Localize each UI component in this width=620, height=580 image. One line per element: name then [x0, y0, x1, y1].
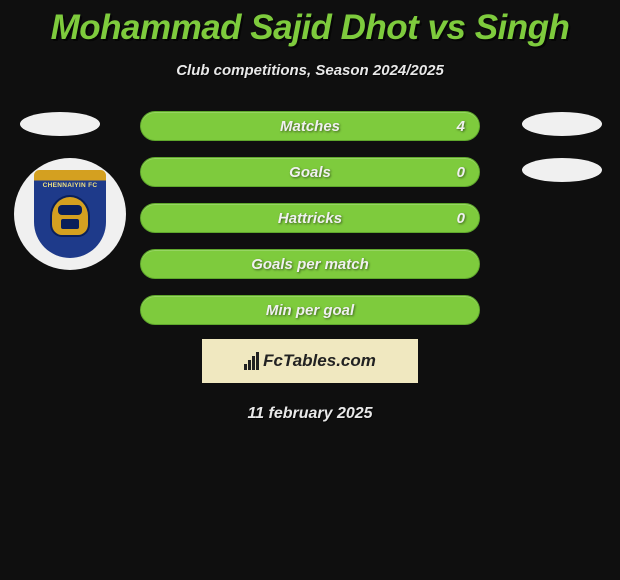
date-text: 11 february 2025: [0, 405, 620, 423]
stat-value: 0: [457, 210, 465, 227]
stat-row: Goals 0: [0, 155, 620, 189]
bars-chart-icon: [244, 352, 259, 370]
stat-value: 4: [457, 118, 465, 135]
stat-bar: Matches 4: [140, 111, 480, 141]
branding-box: FcTables.com: [202, 339, 418, 383]
stat-row: Matches 4: [0, 109, 620, 143]
player2-marker-icon: [522, 112, 602, 136]
stats-container: Matches 4 CHENNAIYIN FC Goals 0 Hattrick…: [0, 109, 620, 327]
stat-bar: Min per goal: [140, 295, 480, 325]
stat-label: Matches: [280, 118, 340, 135]
comparison-title: Mohammad Sajid Dhot vs Singh: [0, 0, 620, 48]
competition-subtitle: Club competitions, Season 2024/2025: [0, 62, 620, 79]
stat-row: Min per goal: [0, 293, 620, 327]
player2-marker-icon: [522, 158, 602, 182]
stat-bar: Goals 0: [140, 157, 480, 187]
stat-value: 0: [457, 164, 465, 181]
stat-bar: Hattricks 0: [140, 203, 480, 233]
stat-bar: Goals per match: [140, 249, 480, 279]
stat-label: Min per goal: [266, 302, 354, 319]
branding-text: FcTables.com: [263, 351, 376, 371]
stat-row: Hattricks 0: [0, 201, 620, 235]
stat-label: Hattricks: [278, 210, 342, 227]
stat-row: Goals per match: [0, 247, 620, 281]
player1-marker-icon: [20, 112, 100, 136]
stat-label: Goals per match: [251, 256, 369, 273]
stat-label: Goals: [289, 164, 331, 181]
